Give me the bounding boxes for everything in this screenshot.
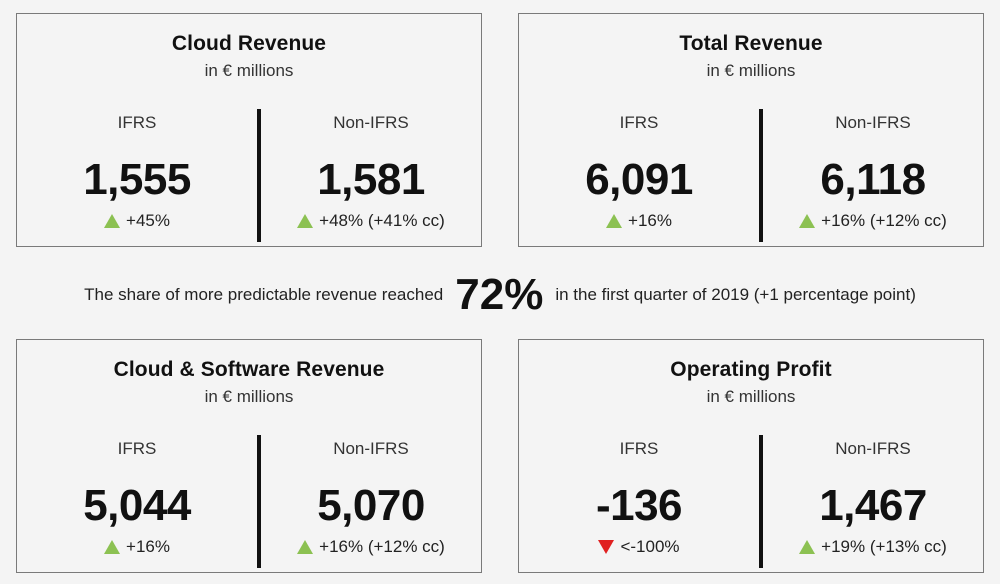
- change-text: +16% (+12% cc): [821, 211, 947, 230]
- triangle-up-icon: [297, 214, 314, 228]
- kpi-card-total-revenue: Total Revenue in € millions IFRS 6,091 +…: [518, 13, 984, 247]
- column-divider: [257, 435, 261, 568]
- card-subtitle: in € millions: [204, 61, 294, 80]
- column-divider: [759, 109, 763, 242]
- triangle-up-icon: [799, 540, 816, 554]
- change-indicator: +16% (+12% cc): [261, 537, 481, 557]
- change-indicator: <-100%: [519, 537, 759, 557]
- ifrs-column: IFRS 5,044 +16%: [17, 435, 257, 557]
- column-divider: [257, 109, 261, 242]
- triangle-up-icon: [104, 540, 121, 554]
- column-label: IFRS: [117, 113, 157, 132]
- ifrs-column: IFRS -136 <-100%: [519, 435, 759, 557]
- change-indicator: +16% (+12% cc): [763, 211, 983, 231]
- column-label: IFRS: [117, 439, 157, 458]
- card-title: Total Revenue: [679, 32, 823, 55]
- card-title: Cloud & Software Revenue: [113, 358, 385, 381]
- kpi-card-operating-profit: Operating Profit in € millions IFRS -136…: [518, 339, 984, 573]
- kpi-card-cloud-software-revenue: Cloud & Software Revenue in € millions I…: [16, 339, 482, 573]
- predictable-revenue-statement: The share of more predictable revenue re…: [0, 270, 1000, 320]
- change-indicator: +16%: [17, 537, 257, 557]
- change-text: +16% (+12% cc): [319, 537, 445, 556]
- kpi-value: 6,118: [820, 155, 926, 204]
- change-text: +16%: [126, 537, 170, 556]
- column-label: Non-IFRS: [835, 113, 911, 132]
- kpi-value: 5,070: [317, 481, 425, 530]
- column-label: Non-IFRS: [333, 113, 409, 132]
- kpi-value: 5,044: [83, 481, 191, 530]
- column-divider: [759, 435, 763, 568]
- kpi-value: 1,467: [819, 481, 927, 530]
- triangle-up-icon: [104, 214, 121, 228]
- card-subtitle: in € millions: [706, 387, 796, 406]
- change-text: +48% (+41% cc): [319, 211, 445, 230]
- column-label: IFRS: [619, 439, 659, 458]
- kpi-value: 1,555: [83, 155, 191, 204]
- non-ifrs-column: Non-IFRS 6,118 +16% (+12% cc): [763, 109, 983, 231]
- triangle-up-icon: [799, 214, 816, 228]
- kpi-value: -136: [595, 481, 683, 530]
- change-indicator: +48% (+41% cc): [261, 211, 481, 231]
- card-subtitle: in € millions: [204, 387, 294, 406]
- non-ifrs-column: Non-IFRS 5,070 +16% (+12% cc): [261, 435, 481, 557]
- non-ifrs-column: Non-IFRS 1,467 +19% (+13% cc): [763, 435, 983, 557]
- statement-prefix: The share of more predictable revenue re…: [84, 285, 444, 304]
- kpi-value: 1,581: [317, 155, 425, 204]
- kpi-value: 6,091: [585, 155, 693, 204]
- change-text: +19% (+13% cc): [821, 537, 947, 556]
- card-title: Operating Profit: [670, 358, 832, 381]
- card-subtitle: in € millions: [706, 61, 796, 80]
- column-label: Non-IFRS: [835, 439, 911, 458]
- column-label: IFRS: [619, 113, 659, 132]
- predictable-revenue-percentage: 72%: [455, 270, 544, 319]
- change-indicator: +16%: [519, 211, 759, 231]
- change-indicator: +19% (+13% cc): [763, 537, 983, 557]
- change-text: +45%: [126, 211, 170, 230]
- triangle-up-icon: [606, 214, 623, 228]
- ifrs-column: IFRS 6,091 +16%: [519, 109, 759, 231]
- column-label: Non-IFRS: [333, 439, 409, 458]
- triangle-down-icon: [598, 540, 615, 554]
- card-title: Cloud Revenue: [171, 32, 327, 55]
- change-text: <-100%: [620, 537, 680, 556]
- ifrs-column: IFRS 1,555 +45%: [17, 109, 257, 231]
- non-ifrs-column: Non-IFRS 1,581 +48% (+41% cc): [261, 109, 481, 231]
- statement-suffix: in the first quarter of 2019 (+1 percent…: [555, 285, 916, 304]
- change-text: +16%: [628, 211, 672, 230]
- kpi-card-cloud-revenue: Cloud Revenue in € millions IFRS 1,555 +…: [16, 13, 482, 247]
- change-indicator: +45%: [17, 211, 257, 231]
- triangle-up-icon: [297, 540, 314, 554]
